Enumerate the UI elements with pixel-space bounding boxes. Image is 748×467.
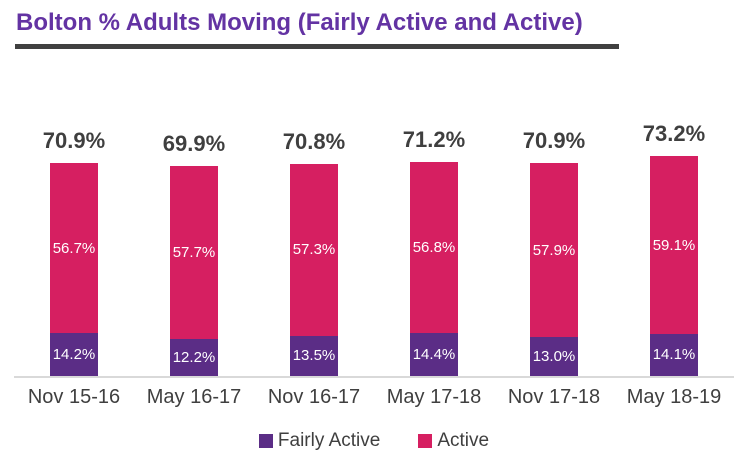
bar-column: 70.8% 57.3% 13.5% (254, 52, 374, 376)
bar-total-label: 71.2% (402, 127, 466, 153)
chart-title: Bolton % Adults Moving (Fairly Active an… (16, 9, 583, 36)
bar-total-label: 69.9% (162, 131, 226, 157)
x-axis-label: Nov 17-18 (507, 386, 601, 408)
segment-fairly-active[interactable]: 13.5% (290, 335, 338, 376)
segment-value-label: 14.4% (412, 345, 456, 363)
chart-area: 70.9% 56.7% 14.2% 69.9% 57.7% 12.2% 70.8% 57.3%… (14, 52, 734, 378)
segment-active[interactable]: 56.7% (50, 163, 98, 334)
bar-stack: 57.3% 13.5% (290, 163, 338, 376)
segment-active[interactable]: 57.9% (530, 163, 578, 337)
bar-column: 70.9% 56.7% 14.2% (14, 52, 134, 376)
segment-value-label: 56.7% (52, 239, 96, 257)
x-axis-label: May 18-19 (626, 386, 722, 408)
segment-active[interactable]: 59.1% (650, 156, 698, 334)
legend-item-active[interactable]: Active (418, 430, 489, 452)
segment-value-label: 13.0% (532, 348, 576, 365)
bar-column: 69.9% 57.7% 12.2% (134, 52, 254, 376)
bar-stack: 56.7% 14.2% (50, 163, 98, 376)
segment-fairly-active[interactable]: 14.2% (50, 333, 98, 376)
legend-label: Active (437, 430, 490, 451)
segment-fairly-active[interactable]: 13.0% (530, 337, 578, 376)
x-axis-label: Nov 15-16 (27, 386, 121, 408)
segment-value-label: 14.2% (52, 346, 96, 364)
x-axis-labels: Nov 15-16 May 16-17 Nov 16-17 May 17-18 Nov … (14, 386, 734, 409)
legend: Fairly Active Active (0, 430, 748, 452)
legend-swatch (258, 434, 273, 448)
legend-item-fairly-active[interactable]: Fairly Active (258, 430, 381, 452)
bar-column: 70.9% 57.9% 13.0% (494, 52, 614, 376)
bar-stack: 57.9% 13.0% (530, 163, 578, 376)
bar-column: 71.2% 56.8% 14.4% (374, 52, 494, 376)
segment-active[interactable]: 57.7% (170, 166, 218, 340)
segment-value-label: 57.7% (172, 244, 216, 262)
chart-header: Bolton % Adults Moving (Fairly Active an… (0, 0, 748, 37)
segment-value-label: 57.9% (532, 241, 576, 259)
segment-active[interactable]: 57.3% (290, 163, 338, 336)
segment-fairly-active[interactable]: 14.4% (410, 332, 458, 376)
bar-column: 73.2% 59.1% 14.1% (614, 52, 734, 376)
x-axis-label: May 17-18 (386, 386, 482, 408)
segment-fairly-active[interactable]: 14.1% (650, 333, 698, 376)
segment-value-label: 57.3% (292, 241, 336, 259)
segment-active[interactable]: 56.8% (410, 162, 458, 333)
x-axis-label: Nov 16-17 (267, 386, 361, 408)
bar-total-label: 73.2% (642, 121, 706, 147)
segment-value-label: 14.1% (652, 346, 696, 364)
bar-total-label: 70.8% (282, 128, 346, 154)
x-axis-label: May 16-17 (146, 386, 242, 408)
segment-fairly-active[interactable]: 12.2% (170, 339, 218, 376)
segment-value-label: 59.1% (652, 236, 696, 254)
bar-stack: 56.8% 14.4% (410, 162, 458, 376)
legend-swatch (418, 434, 433, 448)
bar-stack: 57.7% 12.2% (170, 166, 218, 376)
bar-stack: 59.1% 14.1% (650, 156, 698, 376)
segment-value-label: 12.2% (172, 349, 216, 367)
title-underline (15, 44, 619, 49)
bar-total-label: 70.9% (42, 128, 106, 154)
bar-total-label: 70.9% (522, 128, 586, 154)
legend-label: Fairly Active (277, 430, 381, 451)
segment-value-label: 13.5% (292, 347, 336, 365)
segment-value-label: 56.8% (412, 239, 456, 257)
